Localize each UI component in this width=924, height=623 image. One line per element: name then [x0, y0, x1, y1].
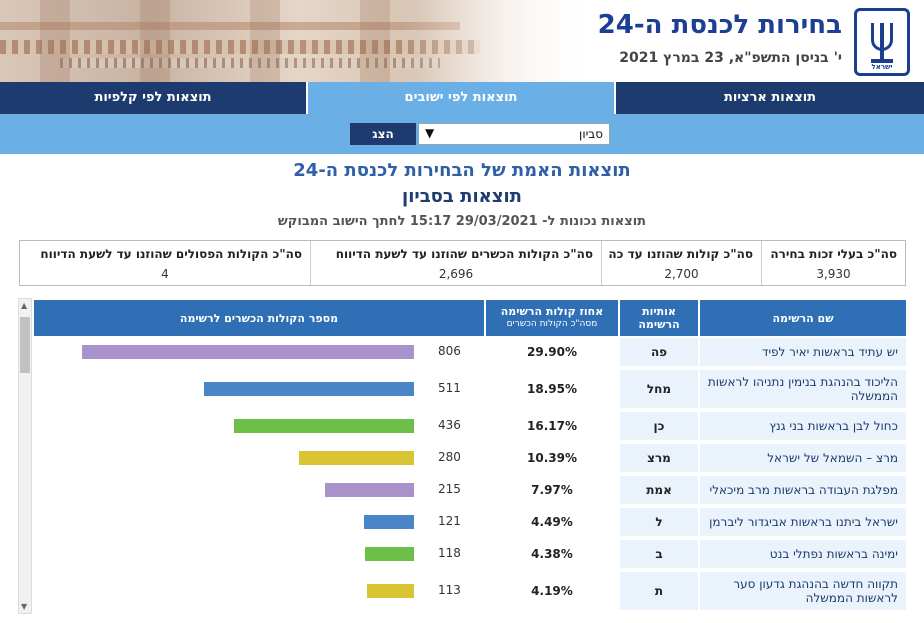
table-row: ישראל ביתנו בראשות אביגדור ליברמן ל 4.49% 1… [34, 508, 906, 538]
vote-percent: 16.17% [486, 412, 618, 442]
show-button[interactable]: הצג [350, 123, 416, 145]
tab-results-by-locality[interactable]: תוצאות לפי ישובים [308, 82, 614, 116]
list-name: יש עתיד בראשות יאיר לפיד [700, 338, 906, 368]
list-name: ישראל ביתנו בראשות אביגדור ליברמן [700, 508, 906, 538]
israel-emblem-icon[interactable]: ישראל [854, 8, 910, 76]
table-scrollbar[interactable]: ▲ ▼ [18, 298, 32, 614]
main-nav: תוצאות ארציות תוצאות לפי ישובים תוצאות ל… [0, 82, 924, 116]
page-subtitle: תוצאות בסביון [402, 186, 522, 207]
votes-bar [325, 483, 414, 497]
votes-bar-cell: 280 [34, 444, 484, 474]
list-letters: ל [620, 508, 698, 538]
page-title: תוצאות האמת של הבחירות לכנסת ה-24 [293, 160, 631, 181]
list-name: מפלגת העבודה בראשות מרב מיכאלי [700, 476, 906, 506]
vote-percent: 4.49% [486, 508, 618, 538]
list-name: תקווה חדשה בהנהגת גדעון סער לראשות הממשל… [700, 572, 906, 612]
tab-results-by-ballot-box[interactable]: תוצאות לפי קלפיות [94, 90, 212, 105]
list-name: ימינה בראשות נפתלי בנט [700, 540, 906, 570]
votes-bar-cell: 806 [34, 338, 484, 368]
chevron-down-icon[interactable]: ▼ [425, 126, 435, 140]
table-row: יש עתיד בראשות יאיר לפיד פה 29.90% 806 [34, 338, 906, 368]
table-row: כחול לבן בראשות בני גנץ כן 16.17% 436 [34, 412, 906, 442]
votes-bar [365, 547, 414, 561]
header-vote-percent: אחוז קולות הרשימה מסה"כ הקולות הכשרים [486, 300, 618, 336]
votes-bar [299, 451, 414, 465]
summary-invalid-votes: סה"כ הקולות הפסולים שהוזנו עד לשעת הדיוו… [40, 247, 302, 281]
vote-percent: 7.97% [486, 476, 618, 506]
list-name: מרצ – השמאל של ישראל [700, 444, 906, 474]
scroll-up-icon[interactable]: ▲ [21, 301, 28, 310]
locality-select[interactable]: סביון ▼ [418, 123, 610, 145]
locality-select-value: סביון [579, 127, 603, 141]
election-date: י' בניסן התשפ"א, 23 במרץ 2021 [619, 50, 842, 66]
votes-bar-cell: 215 [34, 476, 484, 506]
list-letters: כן [620, 412, 698, 442]
table-row: מרצ – השמאל של ישראל מרצ 10.39% 280 [34, 444, 906, 474]
scrollbar-thumb[interactable] [20, 317, 30, 373]
locality-search-bar: סביון ▼ הצג [0, 114, 924, 154]
votes-count: 121 [438, 514, 461, 528]
votes-bar-cell: 118 [34, 540, 484, 570]
votes-bar-cell: 113 [34, 572, 484, 612]
emblem-label: ישראל [871, 63, 893, 71]
votes-count: 511 [438, 381, 461, 395]
site-header: ישראל בחירות לכנסת ה-24 י' בניסן התשפ"א,… [0, 0, 924, 82]
votes-bar [364, 515, 414, 529]
votes-count: 118 [438, 546, 461, 560]
vote-percent: 4.19% [486, 572, 618, 612]
vote-percent: 10.39% [486, 444, 618, 474]
vote-percent: 4.38% [486, 540, 618, 570]
votes-bar-cell: 121 [34, 508, 484, 538]
list-letters: מחל [620, 370, 698, 410]
vote-percent: 18.95% [486, 370, 618, 410]
list-letters: ב [620, 540, 698, 570]
votes-bar-cell: 436 [34, 412, 484, 442]
site-title: בחירות לכנסת ה-24 [597, 10, 842, 40]
summary-valid-votes: סה"כ הקולות הכשרים שהוזנו עד לשעת הדיווח… [310, 241, 601, 285]
votes-bar [367, 584, 414, 598]
votes-count: 436 [438, 418, 461, 432]
summary-eligible-voters: סה"כ בעלי זכות בחירה 3,930 [761, 241, 905, 285]
list-name: כחול לבן בראשות בני גנץ [700, 412, 906, 442]
votes-bar [82, 345, 414, 359]
header-list-letters: אותיות הרשימה [620, 300, 698, 336]
table-row: מפלגת העבודה בראשות מרב מיכאלי אמת 7.97% 21… [34, 476, 906, 506]
table-row: ימינה בראשות נפתלי בנט ב 4.38% 118 [34, 540, 906, 570]
table-row: תקווה חדשה בהנהגת גדעון סער לראשות הממשל… [34, 572, 906, 612]
scroll-down-icon[interactable]: ▼ [21, 602, 28, 611]
list-name: הליכוד בהנהגת בנימין נתניהו לראשות הממשל… [700, 370, 906, 410]
results-table: ▲ ▼ שם הרשימה אותיות הרשימה אחוז קולות ה… [18, 298, 906, 616]
votes-count: 280 [438, 450, 461, 464]
votes-count: 113 [438, 583, 461, 597]
votes-bar-cell: 511 [34, 370, 484, 410]
votes-count: 806 [438, 344, 461, 358]
list-letters: פה [620, 338, 698, 368]
table-row: הליכוד בהנהגת בנימין נתניהו לראשות הממשל… [34, 370, 906, 410]
list-letters: ת [620, 572, 698, 612]
updated-timestamp: תוצאות נכונות ל- 29/03/2021 15:17 לחתך ה… [277, 214, 647, 229]
header-valid-votes: מספר הקולות הכשרים לרשימה [34, 300, 484, 336]
tab-national-results[interactable]: תוצאות ארציות [723, 90, 817, 105]
votes-bar [234, 419, 414, 433]
table-header: שם הרשימה אותיות הרשימה אחוז קולות הרשימ… [34, 300, 906, 336]
summary-votes-entered: סה"כ קולות שהוזנו עד כה 2,700 [601, 241, 761, 285]
votes-bar [204, 382, 414, 396]
vote-percent: 29.90% [486, 338, 618, 368]
knesset-banner-image [0, 0, 600, 82]
list-letters: אמת [620, 476, 698, 506]
summary-panel: סה"כ בעלי זכות בחירה 3,930 סה"כ קולות שה… [19, 240, 906, 286]
list-letters: מרצ [620, 444, 698, 474]
header-list-name: שם הרשימה [700, 300, 906, 336]
votes-count: 215 [438, 482, 461, 496]
